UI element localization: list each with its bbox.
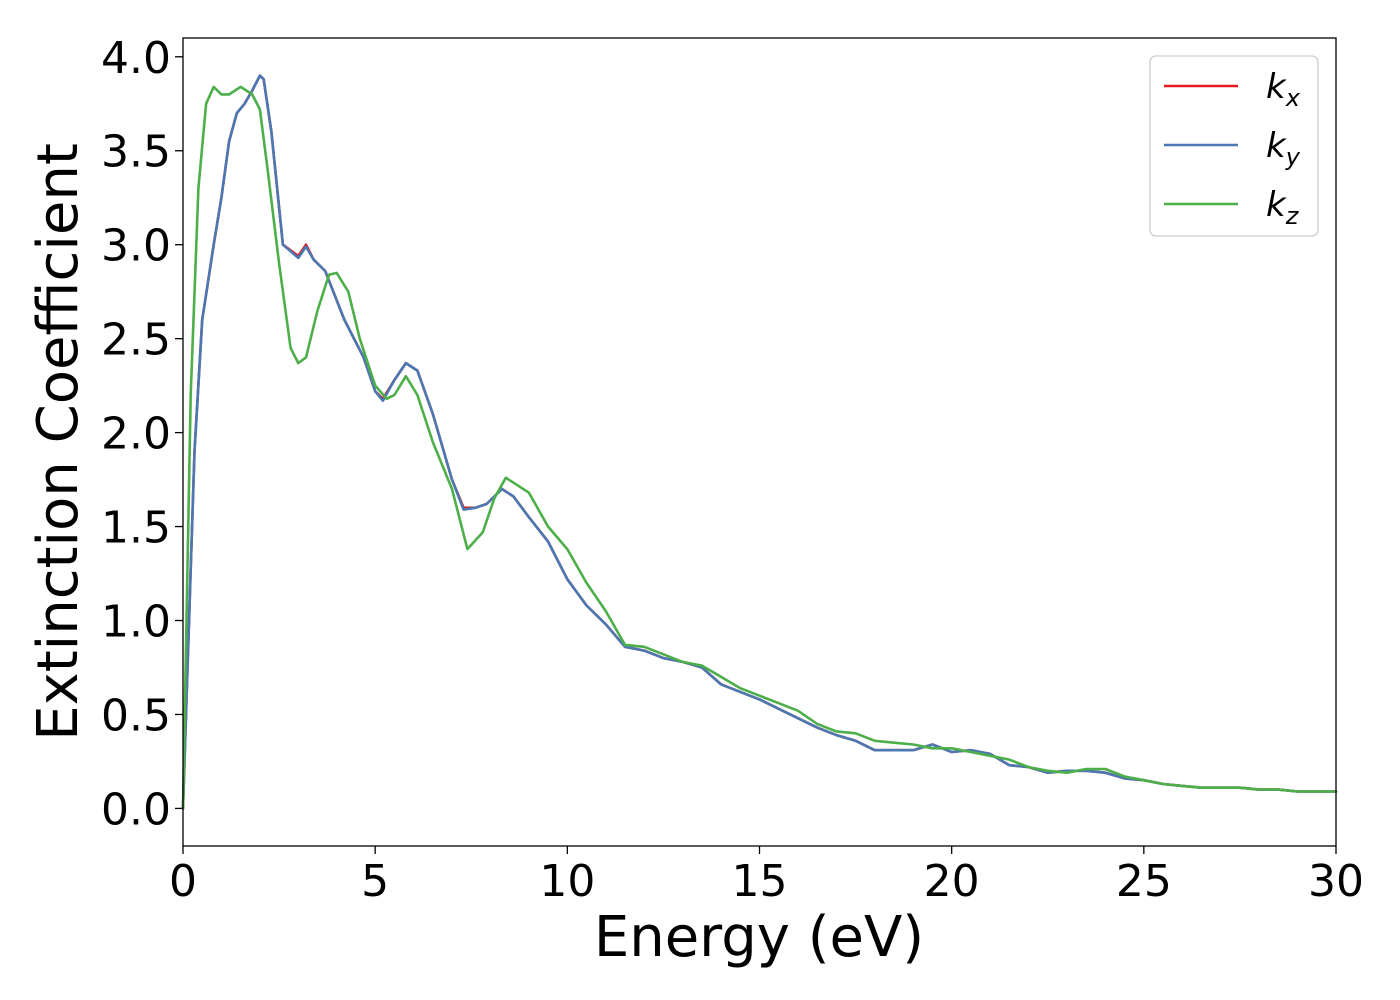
x-tick-label: 0	[169, 856, 197, 907]
legend-label-kz: kz	[1266, 185, 1300, 230]
x-tick-label: 5	[361, 856, 389, 907]
y-axis-ticks: 0.0 0.5 1.0 1.5 2.0 2.5 3.0 3.5 4.0	[101, 33, 183, 835]
y-tick-label: 1.5	[101, 503, 171, 554]
series-line-kz	[181, 85, 1338, 810]
y-tick-label: 1.0	[101, 597, 171, 648]
y-tick-label: 2.5	[101, 315, 171, 366]
x-axis-title: Energy (eV)	[594, 905, 924, 970]
y-tick-label: 3.0	[101, 221, 171, 272]
legend-label-kx: kx	[1266, 67, 1301, 112]
x-tick-label: 10	[539, 856, 595, 907]
x-tick-label: 30	[1308, 856, 1364, 907]
x-axis-ticks: 0 5 10 15 20 25 30	[169, 846, 1364, 907]
series-line-ky	[181, 74, 1338, 810]
y-tick-label: 0.0	[101, 784, 171, 835]
plot-background	[183, 38, 1336, 846]
x-tick-label: 25	[1116, 856, 1172, 907]
y-tick-label: 3.5	[101, 127, 171, 178]
y-tick-label: 4.0	[101, 33, 171, 84]
legend: kx ky kz	[1149, 55, 1319, 237]
x-tick-label: 20	[924, 856, 980, 907]
y-tick-label: 0.5	[101, 690, 171, 741]
series-layer	[181, 74, 1338, 810]
y-axis-title: Extinction Coefficient	[26, 143, 91, 741]
x-tick-label: 15	[732, 856, 788, 907]
legend-label-ky: ky	[1266, 126, 1301, 171]
y-tick-label: 2.0	[101, 409, 171, 460]
